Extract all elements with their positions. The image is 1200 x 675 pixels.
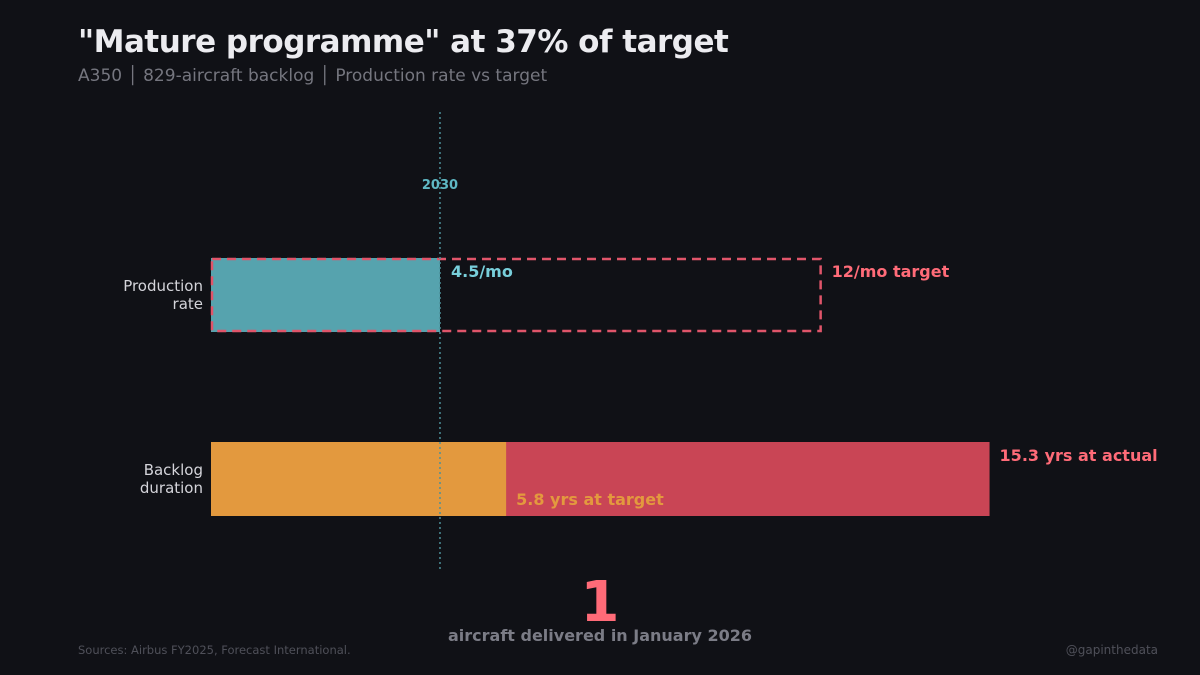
- bar-label: 5.8 yrs at target: [516, 490, 664, 509]
- reference-line-label: 2030: [422, 178, 458, 193]
- category-label: Production: [123, 277, 203, 295]
- callout-number: 1: [580, 570, 620, 635]
- author-handle: @gapinthedata: [1065, 643, 1158, 657]
- category-label: Backlog: [144, 461, 203, 479]
- bar-production-rate-target: [210, 257, 822, 333]
- category-label: rate: [173, 295, 203, 313]
- callout-text: aircraft delivered in January 2026: [447, 626, 753, 645]
- bar-label: 12/mo target: [832, 262, 950, 281]
- category-label: duration: [140, 479, 203, 497]
- bar-backlog-at-target: [211, 442, 507, 516]
- sources-note: Sources: Airbus FY2025, Forecast Interna…: [78, 643, 351, 657]
- bar-label: 15.3 yrs at actual: [1000, 446, 1158, 465]
- bar-production-rate-actual: [211, 258, 440, 332]
- bar-label: 4.5/mo: [451, 262, 513, 281]
- chart-title: "Mature programme" at 37% of target: [78, 24, 729, 60]
- chart-subtitle: A350 │ 829-aircraft backlog │ Production…: [78, 66, 548, 86]
